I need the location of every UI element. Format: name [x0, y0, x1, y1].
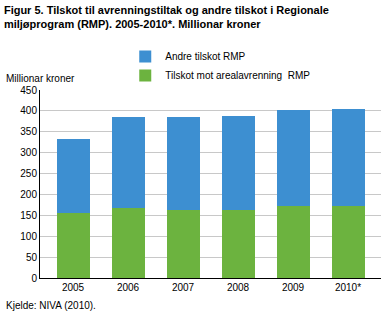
svg-text:50: 50 — [26, 252, 38, 263]
svg-text:Tilskot mot arealavrenning RM: Tilskot mot arealavrenning RMP — [165, 70, 310, 81]
svg-text:Kjelde: NIVA (2010).: Kjelde: NIVA (2010). — [6, 300, 96, 311]
svg-text:150: 150 — [20, 210, 37, 221]
svg-text:Andre tilskot RMP: Andre tilskot RMP — [165, 51, 245, 62]
svg-text:2005: 2005 — [62, 282, 85, 293]
svg-text:2009: 2009 — [282, 282, 305, 293]
svg-text:2010*: 2010* — [335, 282, 361, 293]
svg-text:300: 300 — [20, 147, 37, 158]
svg-text:250: 250 — [20, 168, 37, 179]
svg-text:450: 450 — [20, 85, 37, 96]
svg-text:Figur 5. Tilskot til avrenning: Figur 5. Tilskot til avrenningstiltak og… — [4, 4, 329, 30]
svg-text:0: 0 — [31, 273, 37, 284]
svg-text:400: 400 — [20, 105, 37, 116]
svg-text:2006: 2006 — [117, 282, 140, 293]
svg-text:100: 100 — [20, 231, 37, 242]
svg-text:350: 350 — [20, 126, 37, 137]
svg-text:2008: 2008 — [227, 282, 250, 293]
svg-text:2007: 2007 — [172, 282, 195, 293]
svg-text:Millionar kroner: Millionar kroner — [6, 73, 75, 84]
svg-text:200: 200 — [20, 189, 37, 200]
